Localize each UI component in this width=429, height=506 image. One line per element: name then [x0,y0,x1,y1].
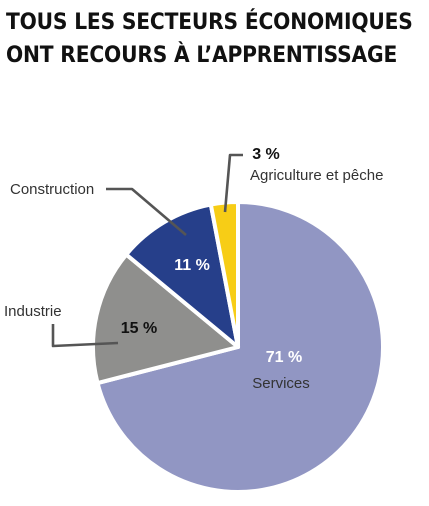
category-label-agriculture: Agriculture et pêche [250,167,383,184]
leader-line-agriculture [223,153,243,213]
value-label-construction: 11 % [174,257,210,274]
pie-slice-industrie [91,252,240,386]
chart-title: TOUS LES SECTEURS ÉCONOMIQUES ONT RECOUR… [6,6,413,72]
value-label-services: 71 % [266,349,302,366]
chart-title-line-1: TOUS LES SECTEURS ÉCONOMIQUES [6,9,413,35]
category-label-services: Services [252,375,310,392]
pie-slice-construction [124,202,240,349]
value-label-industrie: 15 % [121,320,157,337]
pie-slice-agriculture [208,200,240,349]
chart-title-line-2: ONT RECOURS À L’APPRENTISSAGE [6,42,398,68]
value-label-agriculture: 3 % [252,146,280,163]
leader-line-construction [106,187,187,236]
leader-line-industrie [51,324,119,348]
pie-slice-services [95,200,385,494]
category-label-construction: Construction [10,181,94,198]
category-label-industrie: Industrie [4,303,62,320]
